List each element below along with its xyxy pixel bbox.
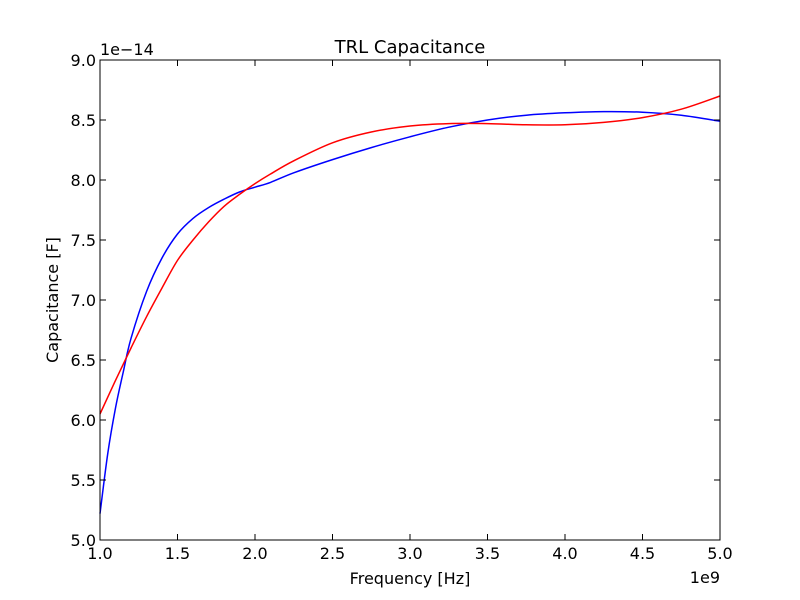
plot-area <box>99 95 721 514</box>
axis-ticks: 1.0 1.5 2.0 2.5 3.0 3.5 4.0 4.5 5.0 5.0 5.5 6.0 6.5 7… <box>71 51 733 563</box>
x-axis-label: Frequency [Hz] <box>350 569 471 588</box>
x-tick-label: 3.0 <box>397 544 422 563</box>
y-tick-label: 8.5 <box>71 111 96 130</box>
x-tick-label: 2.0 <box>242 544 267 563</box>
y-tick-label: 9.0 <box>71 51 96 70</box>
chart-title: TRL Capacitance <box>334 37 486 58</box>
series-line-blue <box>99 110 721 514</box>
axes-frame <box>99 59 721 541</box>
y-tick-label: 7.5 <box>71 231 96 250</box>
y-tick-label: 5.0 <box>71 531 96 550</box>
y-tick-label: 5.5 <box>71 471 96 490</box>
y-tick-label: 7.0 <box>71 291 96 310</box>
x-tick-label: 1.5 <box>165 544 190 563</box>
x-tick-label: 1.0 <box>87 544 112 563</box>
x-tick-label: 3.5 <box>475 544 500 563</box>
x-offset-label: 1e9 <box>690 568 720 587</box>
x-tick-label: 4.0 <box>552 544 577 563</box>
series-line-red <box>99 95 721 415</box>
x-tick-label: 2.5 <box>320 544 345 563</box>
y-offset-label: 1e−14 <box>100 40 154 59</box>
x-tick-label: 4.5 <box>630 544 655 563</box>
y-tick-label: 6.5 <box>71 351 96 370</box>
y-axis-label: Capacitance [F] <box>43 237 62 363</box>
x-tick-label: 5.0 <box>707 544 732 563</box>
y-tick-label: 8.0 <box>71 171 96 190</box>
y-tick-label: 6.0 <box>71 411 96 430</box>
